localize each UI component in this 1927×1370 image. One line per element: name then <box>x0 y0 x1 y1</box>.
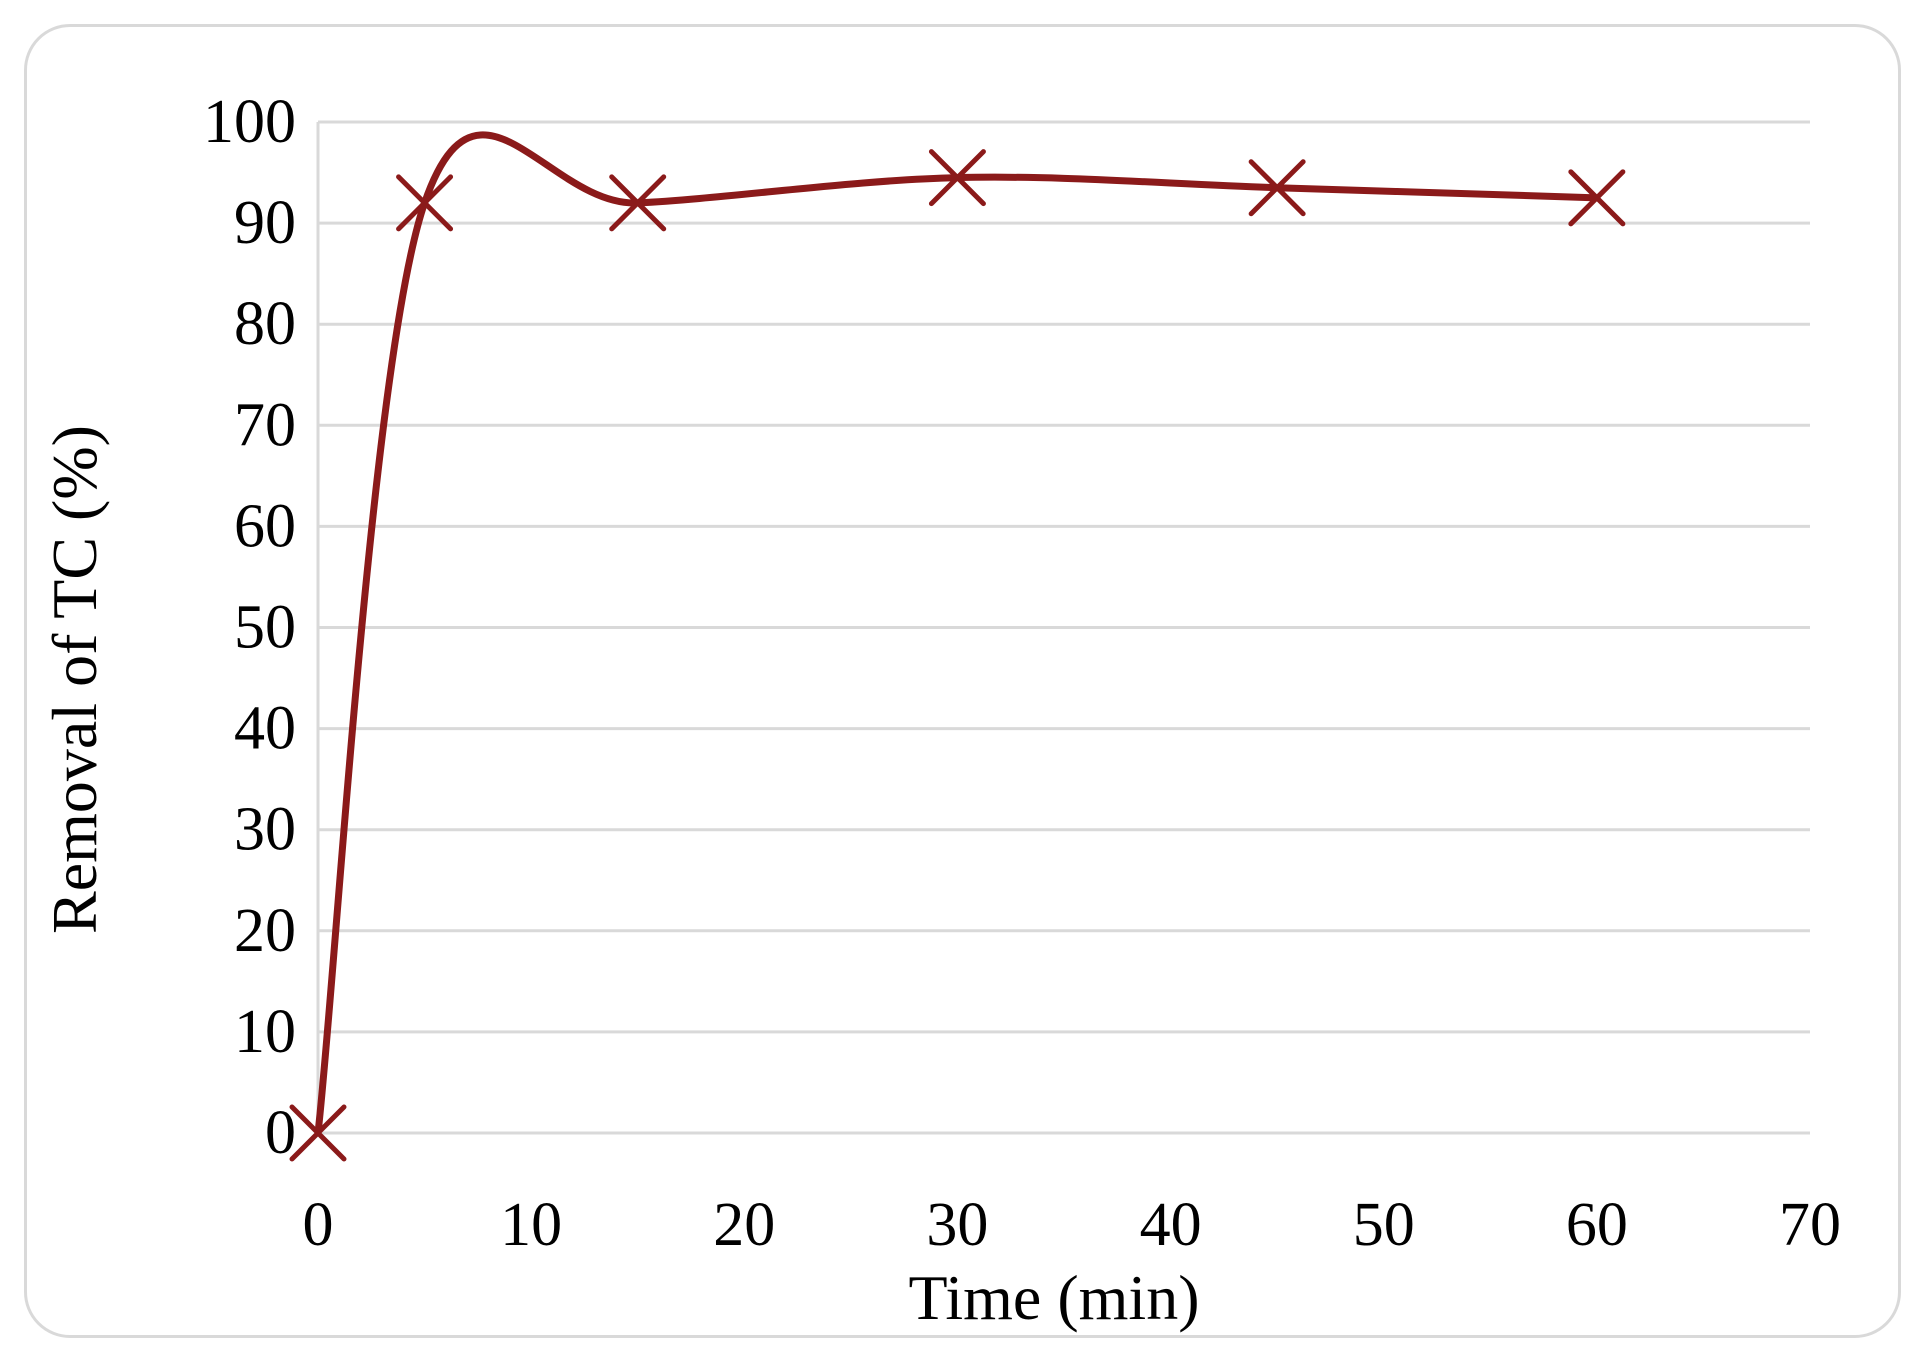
y-tick-label: 10 <box>234 998 296 1066</box>
data-point-marker <box>928 149 986 207</box>
y-tick-label: 90 <box>234 189 296 257</box>
y-tick-label: 50 <box>234 594 296 662</box>
y-tick-labels: 0 10 20 30 40 50 60 70 80 90 100 <box>203 88 296 1167</box>
x-tick-label: 30 <box>926 1191 988 1259</box>
x-tick-label: 40 <box>1140 1191 1202 1259</box>
x-tick-label: 20 <box>713 1191 775 1259</box>
axes <box>316 122 1810 1135</box>
series-markers <box>289 149 1626 1162</box>
y-tick-label: 40 <box>234 695 296 763</box>
data-point-marker <box>396 174 454 232</box>
y-tick-label: 60 <box>234 492 296 560</box>
x-tick-label: 60 <box>1566 1191 1628 1259</box>
y-tick-label: 0 <box>265 1099 296 1167</box>
y-tick-label: 70 <box>234 391 296 459</box>
x-tick-label: 70 <box>1779 1191 1841 1259</box>
chart-frame <box>24 24 1901 1338</box>
data-point-marker <box>1568 169 1626 227</box>
x-axis-title: Time (min) <box>909 1262 1200 1333</box>
x-tick-label: 10 <box>500 1191 562 1259</box>
grid-lines <box>318 120 1810 1034</box>
y-tick-label: 30 <box>234 796 296 864</box>
x-tick-labels: 0 10 20 30 40 50 60 70 <box>303 1191 1842 1259</box>
y-axis-title: Removal of TC (%) <box>39 425 110 934</box>
data-point-marker <box>289 1104 347 1162</box>
y-tick-label: 80 <box>234 290 296 358</box>
x-tick-label: 0 <box>303 1191 334 1259</box>
data-point-marker <box>1248 159 1306 217</box>
x-tick-label: 50 <box>1353 1191 1415 1259</box>
y-tick-label: 100 <box>203 88 296 156</box>
series-lines <box>314 131 1601 1137</box>
series-line-0 <box>314 131 1601 1137</box>
y-tick-label: 20 <box>234 897 296 965</box>
data-point-marker <box>609 174 667 232</box>
